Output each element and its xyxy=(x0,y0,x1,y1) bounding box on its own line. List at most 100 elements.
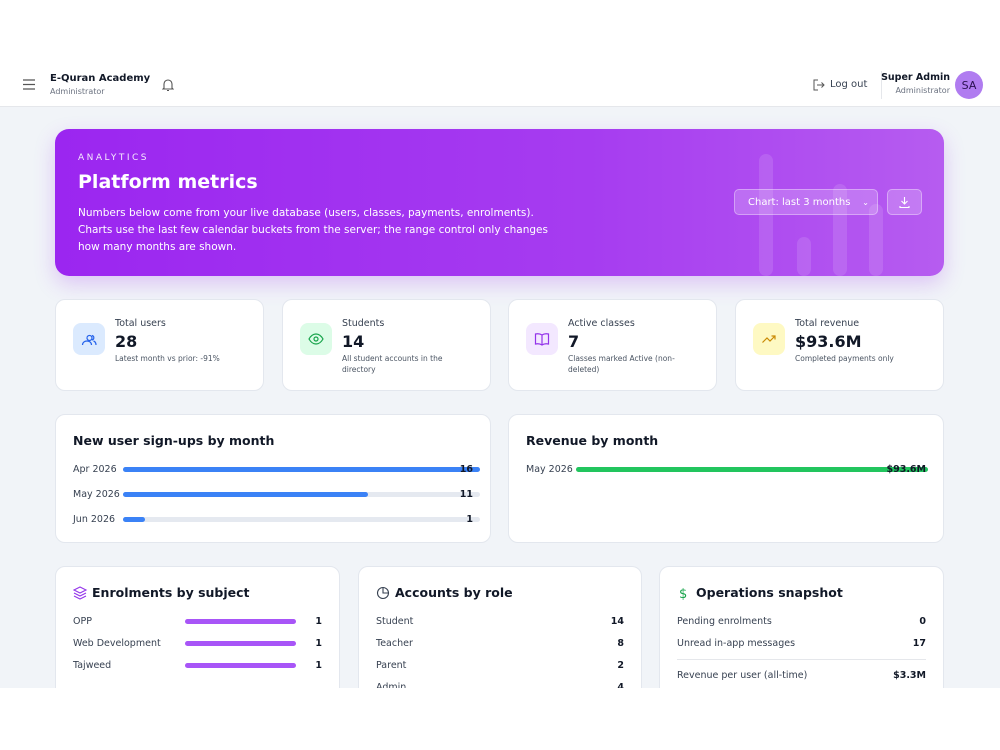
list-row: May 2026 $93.6M xyxy=(526,461,928,477)
range-select-label: Chart: last 3 months xyxy=(748,196,851,208)
stat-icon xyxy=(753,323,785,355)
user-name: Super Admin xyxy=(881,72,950,83)
row-label: Jun 2026 xyxy=(73,513,116,525)
menu-button[interactable] xyxy=(23,79,35,90)
stat-value: $93.6M xyxy=(795,332,862,351)
card-title: Operations snapshot xyxy=(696,585,843,600)
card-title: New user sign-ups by month xyxy=(73,433,274,448)
row-label: Admin xyxy=(376,681,407,689)
row-label: May 2026 xyxy=(526,463,573,475)
icon xyxy=(72,586,88,600)
row-label: Pending enrolments xyxy=(677,615,772,627)
icon xyxy=(762,335,776,343)
list-row: Parent 2 xyxy=(376,657,624,673)
stat-label: Total revenue xyxy=(795,318,860,329)
row-value: 17 xyxy=(912,637,926,649)
stat-note: Completed payments only xyxy=(795,354,894,363)
download-button[interactable] xyxy=(887,189,922,215)
list-row: Admin 4 xyxy=(376,679,624,689)
stat-icon xyxy=(73,323,105,355)
roles-card: Accounts by role Student 14 Teacher 8 Parent 2… xyxy=(358,566,642,688)
range-select[interactable]: Chart: last 3 months ⌄ xyxy=(734,189,878,215)
app-role: Administrator xyxy=(50,87,105,96)
row-label: OPP xyxy=(73,615,92,627)
row-label: Apr 2026 xyxy=(73,463,117,475)
card-title-text: Operations snapshot xyxy=(696,585,843,600)
stat-note: Latest month vs prior: -91% xyxy=(115,354,220,363)
list-row: Web Development 1 xyxy=(73,635,322,651)
row-label: Web Development xyxy=(73,637,161,649)
row-value: $3.3M xyxy=(893,669,926,681)
stat-value: 14 xyxy=(342,332,365,351)
stat-label: Total users xyxy=(115,318,166,329)
app-name: E-Quran Academy xyxy=(50,73,151,84)
row-value: 2 xyxy=(617,659,624,671)
operations-card: Operations snapshot $ Pending enrolments 0 U… xyxy=(659,566,944,688)
card-icon xyxy=(72,586,88,605)
stat-note: All student accounts in the directory xyxy=(342,354,443,374)
icon xyxy=(81,334,97,346)
row-value: 16 xyxy=(459,463,473,475)
icon xyxy=(308,333,324,345)
list-row: Tajweed 1 xyxy=(73,657,322,673)
bar-track xyxy=(185,640,296,646)
row-label: Revenue per user (all-time) xyxy=(677,669,808,681)
row-value: 1 xyxy=(315,637,322,649)
hero-title: Platform metrics xyxy=(78,171,258,193)
stat-icon xyxy=(300,323,332,355)
svg-text:$: $ xyxy=(679,587,687,601)
signups-card: New user sign-ups by month Apr 2026 16 May … xyxy=(55,414,491,543)
card-title-text: Accounts by role xyxy=(395,585,513,600)
list-row: Teacher 8 xyxy=(376,635,624,651)
list-row: Pending enrolments 0 xyxy=(677,613,926,629)
icon xyxy=(376,586,390,600)
divider xyxy=(881,71,882,99)
list-row: May 2026 11 xyxy=(73,486,480,502)
list-row: Student 14 xyxy=(376,613,624,629)
card-title: Revenue by month xyxy=(526,433,658,448)
row-value: 0 xyxy=(919,615,926,627)
stat-card: Students 14 All student accounts in the di… xyxy=(282,299,491,391)
card-title-text: New user sign-ups by month xyxy=(73,433,275,448)
row-value: 4 xyxy=(617,681,624,689)
hero-eyebrow: ANALYTICS xyxy=(78,153,150,163)
user-role: Administrator xyxy=(895,86,950,95)
logout[interactable]: Log out xyxy=(830,79,868,90)
bar xyxy=(123,491,369,497)
list-row: Jun 2026 1 xyxy=(73,511,480,527)
logout-icon xyxy=(813,79,825,91)
notifications[interactable] xyxy=(162,78,174,92)
stat-card: Total users 28 Latest month vs prior: -91% xyxy=(55,299,264,391)
row-value: 1 xyxy=(315,615,322,627)
stat-value: 28 xyxy=(115,332,138,351)
card-title-text: Enrolments by subject xyxy=(92,585,250,600)
bar-track xyxy=(185,618,296,624)
divider xyxy=(677,659,926,660)
stat-label: Students xyxy=(342,318,385,329)
revenue-card: Revenue by month May 2026 $93.6M xyxy=(508,414,944,543)
icon: $ xyxy=(679,587,687,602)
stat-note: Classes marked Active (non-deleted) xyxy=(568,354,675,374)
bar xyxy=(185,640,296,646)
bar-track xyxy=(123,491,480,497)
card-title-text: Revenue by month xyxy=(526,433,659,448)
list-row: Revenue per user (all-time) $3.3M xyxy=(677,667,926,683)
row-value: 1 xyxy=(466,513,473,525)
stat-label: Active classes xyxy=(568,318,635,329)
hero-banner: ANALYTICS Platform metrics Numbers below… xyxy=(55,129,944,276)
bar-track xyxy=(123,466,480,472)
app: E-Quran Academy Administrator Log out Su… xyxy=(0,65,1000,688)
row-value: 11 xyxy=(459,488,473,500)
hero-description: Numbers below come from your live databa… xyxy=(78,207,548,253)
stat-card: Active classes 7 Classes marked Active (no… xyxy=(508,299,717,391)
stat-card: Total revenue $93.6M Completed payments on… xyxy=(735,299,944,391)
bar xyxy=(576,466,928,472)
avatar[interactable]: SA xyxy=(955,71,983,99)
row-value: 8 xyxy=(617,637,624,649)
bar-track xyxy=(576,466,928,472)
card-title: Accounts by role xyxy=(395,585,513,600)
hero-decoration xyxy=(759,154,883,276)
download-icon xyxy=(899,197,910,209)
row-label: Student xyxy=(376,615,414,627)
bar xyxy=(123,466,480,472)
